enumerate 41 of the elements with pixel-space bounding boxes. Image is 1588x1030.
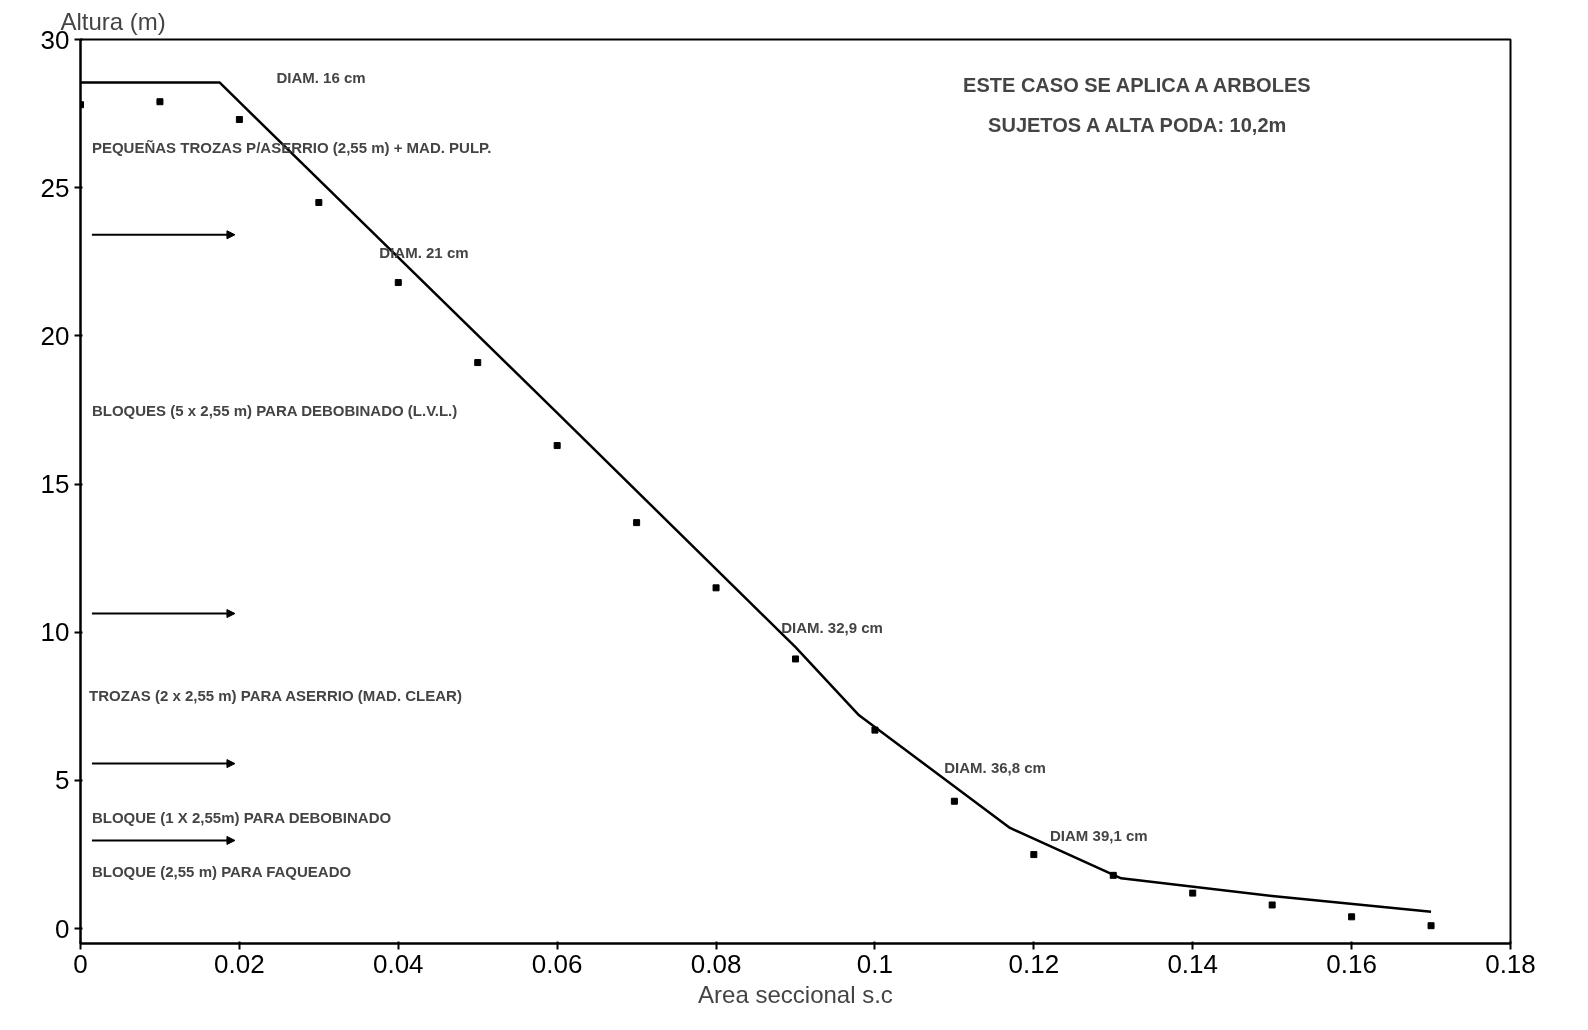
point	[1189, 889, 1197, 897]
annotation: ESTE CASO SE APLICA A ARBOLES	[963, 73, 1311, 96]
x-tick-label: 0.1	[856, 948, 894, 979]
x-tick-label: 0.12	[1008, 948, 1060, 979]
point	[712, 584, 720, 592]
x-axis-title: Area seccional s.c	[698, 980, 893, 1008]
y-tick-label: 25	[40, 172, 70, 203]
annotation: DIAM 39,1 cm	[1050, 826, 1148, 844]
point	[394, 279, 402, 287]
y-tick-label: 0	[55, 913, 70, 944]
point	[1268, 901, 1276, 909]
point	[1030, 851, 1038, 859]
x-tick-label: 0.08	[690, 948, 742, 979]
annotation: SUJETOS A ALTA PODA: 10,2m	[988, 114, 1287, 137]
point	[1348, 913, 1356, 921]
point	[1427, 922, 1435, 930]
annotation: BLOQUE (2,55 m) PARA FAQUEADO	[91, 862, 352, 880]
x-tick-label: 0.14	[1167, 948, 1219, 979]
x-tick-label: 0.18	[1485, 948, 1536, 979]
x-tick-label: 0.16	[1326, 948, 1377, 979]
point	[315, 199, 323, 207]
annotation: BLOQUES (5 x 2,55 m) PARA DEBOBINADO (L.V.L.)	[91, 401, 458, 419]
annotation: TROZAS (2 x 2,55 m) PARA ASERRIO (MAD. CLEAR)	[89, 687, 462, 705]
x-tick-label: 0.02	[214, 948, 265, 979]
point	[553, 442, 561, 450]
point	[792, 655, 799, 663]
annotation: DIAM. 32,9 cm	[781, 618, 883, 636]
point	[633, 519, 641, 527]
y-tick-label: 20	[40, 320, 70, 351]
point	[235, 116, 243, 124]
point	[156, 98, 164, 106]
point	[950, 797, 958, 805]
y-tick-label: 5	[55, 765, 70, 796]
point	[474, 359, 482, 367]
x-tick-label: 0.04	[372, 948, 424, 979]
annotation: DIAM. 16 cm	[276, 68, 366, 86]
annotation: BLOQUE (1 X 2,55m) PARA DEBOBINADO	[91, 809, 392, 827]
y-tick-label: 10	[40, 617, 70, 648]
y-tick-label: 15	[40, 469, 70, 500]
x-tick-label: 0.06	[531, 948, 583, 979]
annotation: DIAM. 36,8 cm	[944, 758, 1046, 776]
